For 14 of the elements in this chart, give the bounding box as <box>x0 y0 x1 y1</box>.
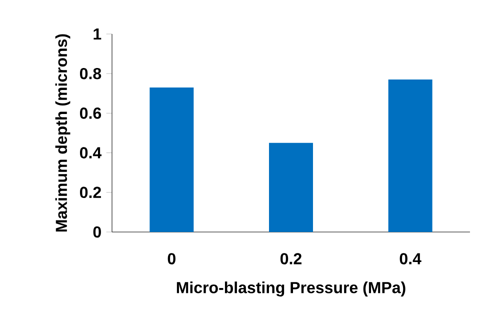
x-tick-label: 0.4 <box>400 253 422 264</box>
y-tick-label: 0.4 <box>80 147 102 158</box>
bar <box>150 87 194 232</box>
bar <box>388 80 432 232</box>
x-axis-title: Micro-blasting Pressure (MPa) <box>176 282 406 297</box>
y-tick-label: 1 <box>94 28 102 40</box>
x-tick-label: 0 <box>168 253 176 264</box>
y-axis-title: Maximum depth (microns) <box>55 34 70 232</box>
y-tick-label: 0.2 <box>80 186 101 198</box>
x-tick-label: 0.2 <box>280 253 302 264</box>
y-tick-label: 0 <box>93 226 101 238</box>
bar <box>268 142 313 232</box>
y-tick-label: 0.6 <box>80 108 102 119</box>
y-tick-label: 0.8 <box>80 68 102 80</box>
